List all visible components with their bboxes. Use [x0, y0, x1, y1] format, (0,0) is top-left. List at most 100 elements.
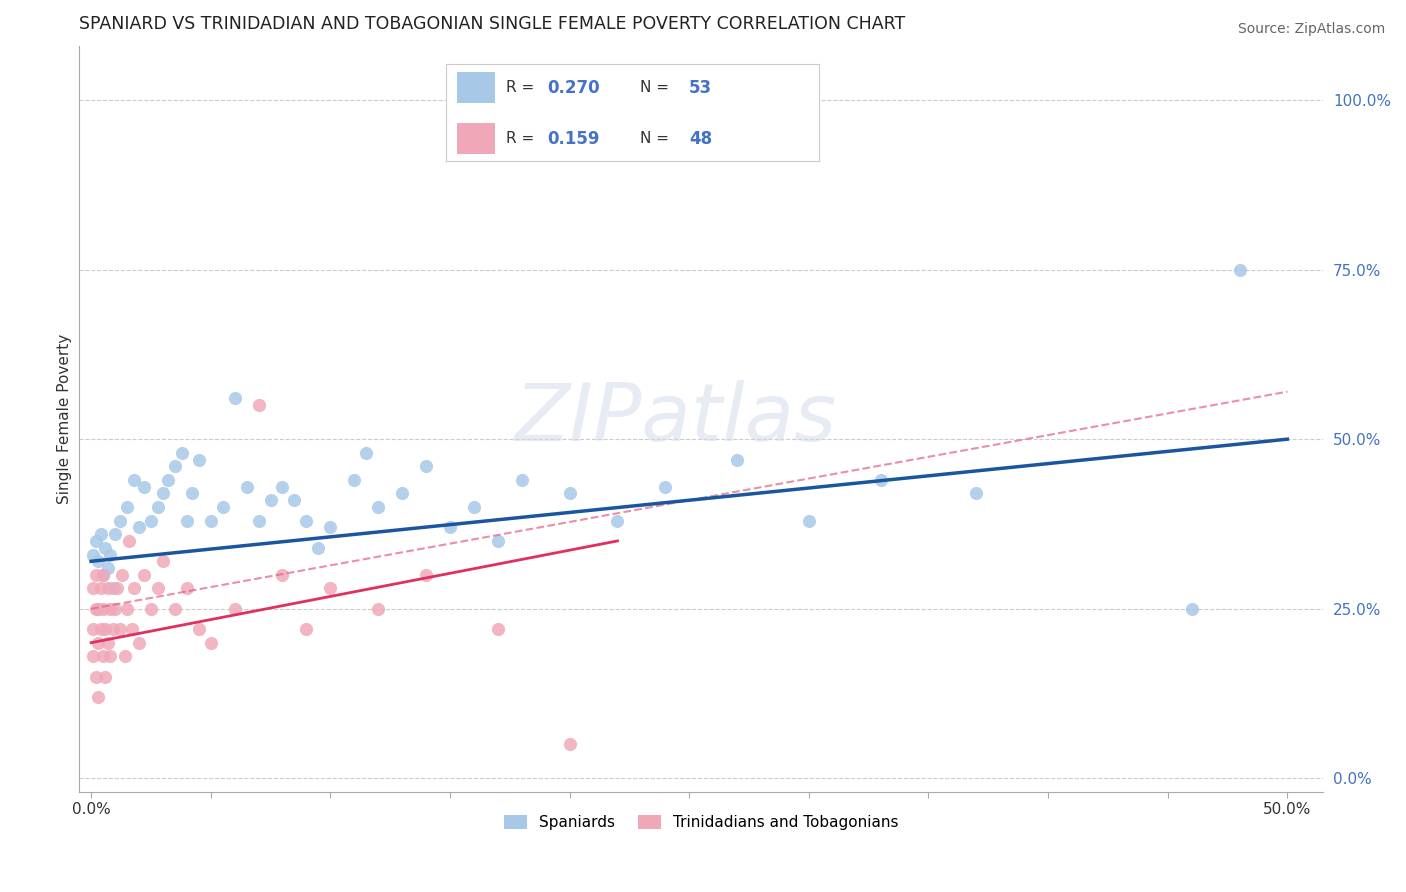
Point [111, 567, 134, 582]
Point [128, 636, 150, 650]
Point [163, 459, 186, 474]
Point [97, 561, 120, 575]
Point [176, 514, 198, 528]
Point [224, 392, 246, 406]
Point [90, 622, 112, 636]
Point [180, 486, 202, 500]
Point [247, 514, 270, 528]
Point [90, 582, 112, 596]
Point [97, 636, 120, 650]
Point [108, 514, 131, 528]
Point [121, 622, 143, 636]
Point [152, 554, 174, 568]
Point [84, 601, 107, 615]
Point [295, 514, 318, 528]
Point [122, 582, 145, 596]
Point [558, 486, 581, 500]
Point [271, 480, 294, 494]
Point [98, 548, 121, 562]
Point [965, 486, 987, 500]
Point [98, 649, 121, 664]
Point [82, 548, 104, 562]
Point [307, 541, 329, 555]
Point [1229, 262, 1251, 277]
Legend: Spaniards, Trinidadians and Tobagonians: Spaniards, Trinidadians and Tobagonians [498, 809, 904, 837]
Point [139, 601, 162, 615]
Point [146, 500, 169, 514]
Point [439, 520, 461, 534]
Point [87, 601, 110, 615]
Point [82, 649, 104, 664]
Point [200, 636, 222, 650]
Point [343, 473, 366, 487]
Point [91, 649, 114, 664]
Point [271, 567, 294, 582]
Point [98, 601, 121, 615]
Point [91, 567, 114, 582]
Point [486, 533, 509, 548]
Point [200, 514, 222, 528]
Point [84, 533, 107, 548]
Point [259, 493, 281, 508]
Point [104, 601, 127, 615]
Point [869, 473, 891, 487]
Point [510, 473, 533, 487]
Point [319, 520, 342, 534]
Point [156, 473, 179, 487]
Point [295, 622, 318, 636]
Point [82, 622, 104, 636]
Point [139, 514, 162, 528]
Text: Source: ZipAtlas.com: Source: ZipAtlas.com [1237, 22, 1385, 37]
Point [415, 459, 437, 474]
Point [128, 520, 150, 534]
Point [84, 567, 107, 582]
Point [319, 582, 342, 596]
Point [94, 622, 117, 636]
Point [118, 533, 141, 548]
Point [1181, 601, 1204, 615]
Point [108, 622, 131, 636]
Text: SPANIARD VS TRINIDADIAN AND TOBAGONIAN SINGLE FEMALE POVERTY CORRELATION CHART: SPANIARD VS TRINIDADIAN AND TOBAGONIAN S… [79, 15, 905, 33]
Point [90, 527, 112, 541]
Point [82, 582, 104, 596]
Point [152, 486, 174, 500]
Point [283, 493, 305, 508]
Point [224, 601, 246, 615]
Point [94, 670, 117, 684]
Point [391, 486, 413, 500]
Point [114, 649, 136, 664]
Point [797, 514, 820, 528]
Point [132, 567, 155, 582]
Point [606, 514, 628, 528]
Point [486, 622, 509, 636]
Point [463, 500, 485, 514]
Point [115, 601, 138, 615]
Point [247, 398, 270, 412]
Point [91, 601, 114, 615]
Y-axis label: Single Female Poverty: Single Female Poverty [58, 334, 72, 504]
Point [235, 480, 257, 494]
Point [163, 601, 186, 615]
Point [87, 554, 110, 568]
Point [87, 636, 110, 650]
Point [101, 622, 124, 636]
Point [84, 670, 107, 684]
Point [107, 582, 129, 596]
Point [187, 622, 209, 636]
Point [354, 446, 377, 460]
Point [367, 601, 389, 615]
Point [146, 582, 169, 596]
Point [115, 500, 138, 514]
Text: ZIPatlas: ZIPatlas [515, 380, 838, 458]
Point [367, 500, 389, 514]
Point [176, 582, 198, 596]
Point [91, 567, 114, 582]
Point [101, 582, 124, 596]
Point [104, 527, 127, 541]
Point [87, 690, 110, 704]
Point [211, 500, 233, 514]
Point [97, 582, 120, 596]
Point [122, 473, 145, 487]
Point [654, 480, 676, 494]
Point [558, 738, 581, 752]
